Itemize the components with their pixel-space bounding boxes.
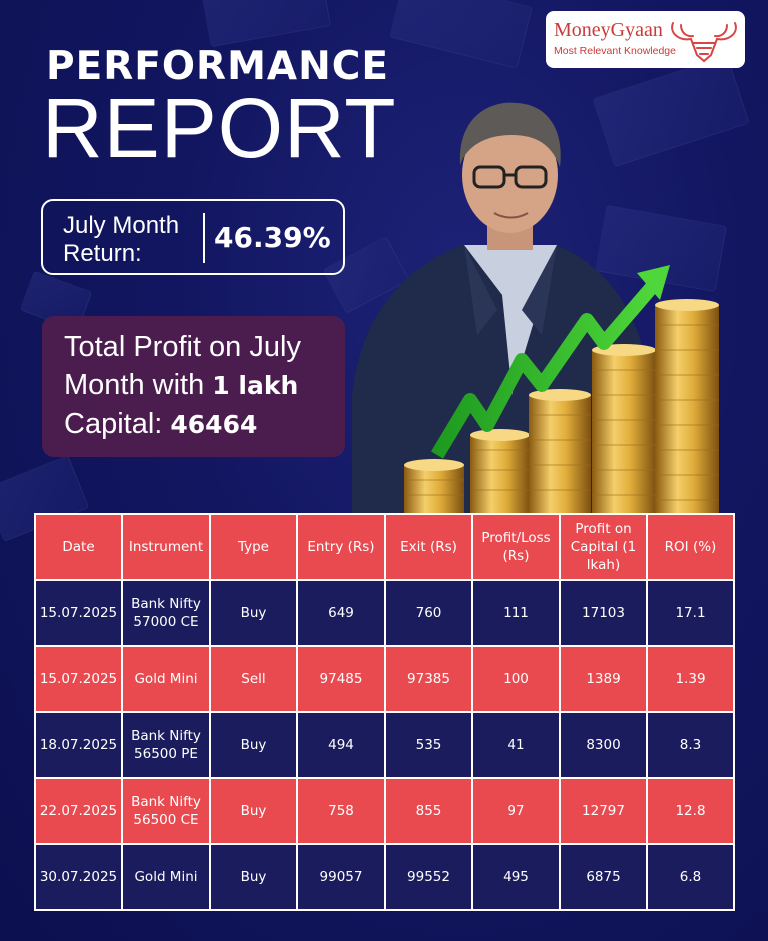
coin-stacks [404, 299, 719, 513]
table-header-row: Date Instrument Type Entry (Rs) Exit (Rs… [34, 513, 735, 581]
profit-text-part2: Capital: [64, 408, 171, 440]
instrument-cell: Bank Nifty 56500 PE [121, 711, 211, 779]
column-header: Profit on Capital (1 lkah) [559, 513, 648, 581]
type-cell: Buy [209, 711, 298, 779]
instrument-cell: Gold Mini [121, 645, 211, 713]
page-title-line2: REPORT [42, 81, 397, 175]
entry-cell: 649 [296, 579, 386, 647]
rising-arrow-icon [430, 265, 670, 459]
entry-cell: 758 [296, 777, 386, 845]
table-row: 18.07.2025 Bank Nifty 56500 PE Buy 494 5… [34, 711, 735, 779]
return-value: 46.39% [214, 221, 331, 254]
divider [203, 213, 205, 263]
brand-logo: MoneyGyaan Most Relevant Knowledge [546, 11, 745, 68]
instrument-cell: Bank Nifty 57000 CE [121, 579, 211, 647]
instrument-cell: Bank Nifty 56500 CE [121, 777, 211, 845]
roi-cell: 17.1 [646, 579, 735, 647]
roi-cell: 6.8 [646, 843, 735, 911]
profit-on-capital-cell: 17103 [559, 579, 648, 647]
brand-name: MoneyGyaan [554, 19, 663, 41]
presenter-hair [459, 102, 561, 167]
roi-cell: 12.8 [646, 777, 735, 845]
table-row: 15.07.2025 Bank Nifty 57000 CE Buy 649 7… [34, 579, 735, 647]
date-cell: 18.07.2025 [34, 711, 123, 779]
profit-on-capital-cell: 8300 [559, 711, 648, 779]
column-header: Instrument [121, 513, 211, 581]
type-cell: Sell [209, 645, 298, 713]
entry-cell: 99057 [296, 843, 386, 911]
profit-loss-cell: 97 [471, 777, 561, 845]
profit-total-amount: 46464 [170, 410, 258, 439]
profit-text-part1: Total Profit on July Month with [64, 331, 301, 401]
exit-cell: 535 [384, 711, 473, 779]
exit-cell: 855 [384, 777, 473, 845]
roi-cell: 1.39 [646, 645, 735, 713]
type-cell: Buy [209, 777, 298, 845]
profit-loss-cell: 495 [471, 843, 561, 911]
profit-on-capital-cell: 12797 [559, 777, 648, 845]
column-header: Type [209, 513, 298, 581]
date-cell: 30.07.2025 [34, 843, 123, 911]
table-row: 30.07.2025 Gold Mini Buy 99057 99552 495… [34, 843, 735, 911]
banknote-decoration [200, 0, 332, 48]
exit-cell: 760 [384, 579, 473, 647]
date-cell: 15.07.2025 [34, 579, 123, 647]
total-profit-box: Total Profit on July Month with 1 lakh Ca… [42, 316, 345, 457]
banknote-decoration [389, 0, 533, 70]
profit-capital-amount: 1 lakh [212, 371, 299, 400]
date-cell: 15.07.2025 [34, 645, 123, 713]
date-cell: 22.07.2025 [34, 777, 123, 845]
profit-loss-cell: 100 [471, 645, 561, 713]
entry-cell: 494 [296, 711, 386, 779]
table-row: 15.07.2025 Gold Mini Sell 97485 97385 10… [34, 645, 735, 713]
type-cell: Buy [209, 843, 298, 911]
entry-cell: 97485 [296, 645, 386, 713]
presenter-shirt [464, 245, 557, 395]
profit-on-capital-cell: 1389 [559, 645, 648, 713]
monthly-return-box: July Month Return: 46.39% [41, 199, 345, 275]
brand-tagline: Most Relevant Knowledge [554, 45, 676, 57]
glasses-icon [472, 165, 548, 189]
total-profit-text: Total Profit on July Month with 1 lakh Ca… [64, 328, 344, 444]
exit-cell: 97385 [384, 645, 473, 713]
profit-on-capital-cell: 6875 [559, 843, 648, 911]
column-header: Date [34, 513, 123, 581]
page-title-line1: PERFORMANCE [46, 44, 389, 89]
presenter-with-coin-stacks-illustration [352, 102, 719, 513]
column-header: Entry (Rs) [296, 513, 386, 581]
column-header: Exit (Rs) [384, 513, 473, 581]
profit-loss-cell: 111 [471, 579, 561, 647]
roi-cell: 8.3 [646, 711, 735, 779]
column-header: ROI (%) [646, 513, 735, 581]
return-label: July Month Return: [63, 212, 180, 267]
exit-cell: 99552 [384, 843, 473, 911]
bull-icon [671, 22, 737, 63]
profit-loss-cell: 41 [471, 711, 561, 779]
type-cell: Buy [209, 579, 298, 647]
table-row: 22.07.2025 Bank Nifty 56500 CE Buy 758 8… [34, 777, 735, 845]
instrument-cell: Gold Mini [121, 843, 211, 911]
performance-table: Date Instrument Type Entry (Rs) Exit (Rs… [34, 513, 735, 911]
column-header: Profit/Loss (Rs) [471, 513, 561, 581]
